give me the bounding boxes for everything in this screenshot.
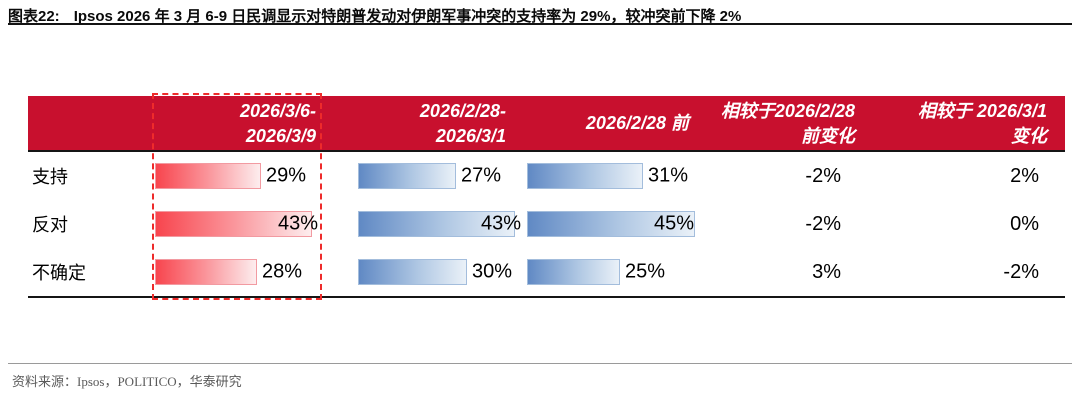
header-line: 2026/3/1 bbox=[435, 126, 506, 146]
bar-track: 43% bbox=[358, 211, 522, 237]
cell-bar-before: 31% bbox=[522, 163, 695, 189]
row-label: 不确定 bbox=[32, 263, 86, 283]
bar-value-label: 31% bbox=[648, 164, 689, 187]
source-divider bbox=[8, 363, 1072, 364]
cell-change-vs-prior: 0% bbox=[1010, 212, 1039, 235]
header-line: 2026/3/6- bbox=[239, 101, 316, 121]
blue-bar bbox=[358, 211, 515, 237]
header-line: 相较于2026/2/28 bbox=[720, 101, 855, 121]
header-line: 相较于 2026/3/1 bbox=[917, 101, 1047, 121]
cell-change-vs-before: 3% bbox=[812, 260, 841, 283]
bar-track: 43% bbox=[155, 211, 319, 237]
header-cell-change-vs-before: 相较于2026/2/28 前变化 bbox=[695, 96, 857, 150]
figure-title: 图表22: Ipsos 2026 年 3 月 6-9 日民调显示对特朗普发动对伊朗… bbox=[8, 5, 1072, 26]
row-label: 反对 bbox=[32, 215, 68, 235]
row-label: 支持 bbox=[32, 167, 68, 187]
header-line: 2026/2/28- bbox=[419, 101, 506, 121]
cell-bar-prior: 30% bbox=[322, 259, 522, 285]
bar-value-label: 30% bbox=[472, 260, 513, 283]
cell-bar-current: 29% bbox=[152, 163, 322, 189]
table-row-undecided: 不确定 28% 30% 25% bbox=[28, 248, 1065, 296]
table-header-row: 2026/3/6- 2026/3/9 2026/2/28- 2026/3/1 2… bbox=[28, 96, 1065, 152]
cell-bar-current: 28% bbox=[152, 259, 322, 285]
bar-track: 28% bbox=[155, 259, 319, 285]
table-row-oppose: 反对 43% 43% 45% bbox=[28, 200, 1065, 248]
poll-table: 2026/3/6- 2026/3/9 2026/2/28- 2026/3/1 2… bbox=[28, 93, 1065, 300]
bar-value-label: 43% bbox=[278, 212, 319, 235]
header-cell-empty bbox=[28, 96, 152, 150]
figure-title-text: Ipsos 2026 年 3 月 6-9 日民调显示对特朗普发动对伊朗军事冲突的… bbox=[73, 8, 742, 25]
cell-bar-before: 45% bbox=[522, 211, 695, 237]
header-cell-change-vs-prior: 相较于 2026/3/1 变化 bbox=[857, 96, 1065, 150]
blue-bar bbox=[527, 259, 620, 285]
cell-bar-prior: 43% bbox=[322, 211, 522, 237]
header-line: 2026/2/28 前 bbox=[585, 112, 689, 133]
header-cell-before-conflict: 2026/2/28 前 bbox=[522, 96, 695, 150]
header-line: 变化 bbox=[1011, 126, 1047, 146]
figure-number-label: 图表22: bbox=[8, 8, 60, 25]
bar-value-label: 29% bbox=[266, 164, 307, 187]
blue-bar bbox=[358, 163, 456, 189]
red-bar bbox=[155, 259, 257, 285]
blue-bar bbox=[358, 259, 467, 285]
bar-value-label: 27% bbox=[461, 164, 502, 187]
cell-bar-prior: 27% bbox=[322, 163, 522, 189]
header-line: 前变化 bbox=[801, 126, 855, 146]
bar-track: 45% bbox=[527, 211, 695, 237]
red-bar bbox=[155, 211, 312, 237]
header-cell-current-period: 2026/3/6- 2026/3/9 bbox=[152, 96, 322, 150]
bar-track: 30% bbox=[358, 259, 522, 285]
cell-bar-before: 25% bbox=[522, 259, 695, 285]
bar-track: 29% bbox=[155, 163, 319, 189]
bar-track: 31% bbox=[527, 163, 695, 189]
table-row-support: 支持 29% 27% 31% bbox=[28, 152, 1065, 200]
bar-track: 25% bbox=[527, 259, 695, 285]
cell-bar-current: 43% bbox=[152, 211, 322, 237]
cell-change-vs-before: -2% bbox=[805, 164, 841, 187]
blue-bar bbox=[527, 163, 643, 189]
source-note: 资料来源：Ipsos，POLITICO，华泰研究 bbox=[12, 374, 242, 389]
header-line: 2026/3/9 bbox=[245, 126, 316, 146]
cell-change-vs-prior: 2% bbox=[1010, 164, 1039, 187]
title-divider bbox=[8, 23, 1072, 25]
bar-value-label: 45% bbox=[654, 212, 695, 235]
red-bar bbox=[155, 163, 261, 189]
bar-value-label: 28% bbox=[262, 260, 303, 283]
blue-bar bbox=[527, 211, 695, 237]
header-cell-prior-period: 2026/2/28- 2026/3/1 bbox=[322, 96, 522, 150]
bar-value-label: 43% bbox=[481, 212, 522, 235]
cell-change-vs-prior: -2% bbox=[1003, 260, 1039, 283]
table-body: 支持 29% 27% 31% bbox=[28, 152, 1065, 298]
bar-value-label: 25% bbox=[625, 260, 666, 283]
cell-change-vs-before: -2% bbox=[805, 212, 841, 235]
bar-track: 27% bbox=[358, 163, 522, 189]
